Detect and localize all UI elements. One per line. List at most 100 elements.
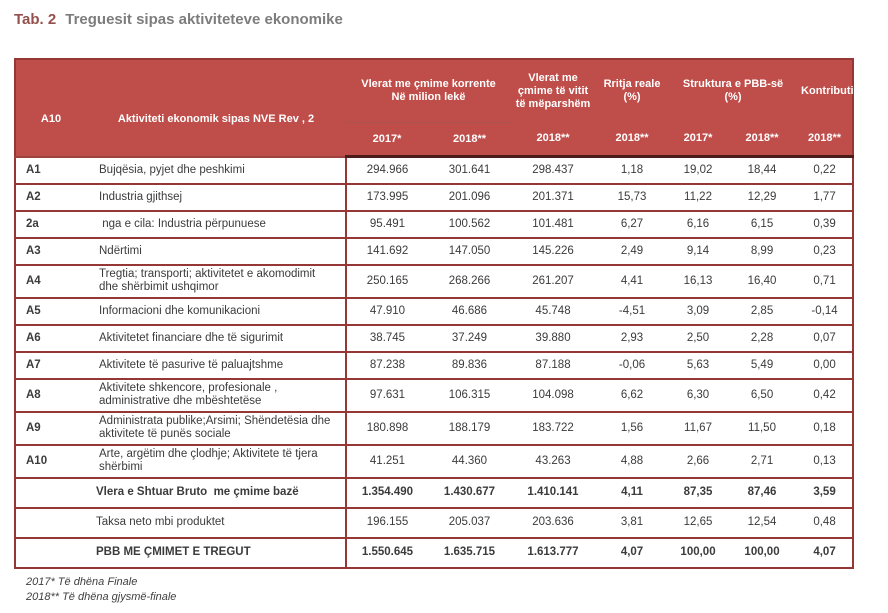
cell-value: 95.491	[345, 210, 428, 239]
summary-row: Vlera e Shtuar Bruto me çmime bazë 1.354.…	[15, 477, 854, 509]
cell-value: 6,30	[669, 378, 728, 413]
cell-value: 250.165	[345, 264, 428, 299]
cell-value: 173.995	[345, 183, 428, 212]
cell-activity: Aktivitetet financiare dhe të sigurimit	[86, 324, 346, 353]
table-row: A3 Ndërtimi 141.692 147.050 145.226 2,49 9,14 8…	[15, 237, 854, 266]
cell-value: 18,44	[727, 156, 798, 185]
cell-value: 5,63	[669, 351, 728, 380]
cell-value: 1.635.715	[428, 537, 512, 569]
cell-value: 8,99	[727, 237, 798, 266]
cell-value: 294.966	[345, 156, 428, 185]
table-title-text: Treguesit sipas aktiviteteve ekonomike	[65, 11, 343, 28]
header-year: 2018**	[727, 122, 798, 158]
cell-value: 203.636	[511, 507, 596, 539]
cell-code: A1	[15, 156, 86, 185]
header-year: 2018**	[797, 122, 854, 158]
cell-value: 261.207	[511, 264, 596, 299]
cell-value: 0,23	[797, 237, 854, 266]
cell-value: 2,28	[727, 324, 798, 353]
cell-value: 4,41	[595, 264, 670, 299]
table-row: A4 Tregtia; transporti; aktivitetet e ako…	[15, 264, 854, 299]
cell-value: 11,50	[727, 411, 798, 446]
header-group-contribution: Kontributi	[797, 59, 854, 123]
cell-value: 0,07	[797, 324, 854, 353]
cell-value: 15,73	[595, 183, 670, 212]
cell-value: 3,59	[797, 477, 854, 509]
cell-value: 9,14	[669, 237, 728, 266]
cell-activity: Administrata publike;Arsimi; Shëndetësia…	[86, 411, 346, 446]
cell-value: 16,13	[669, 264, 728, 299]
cell-value: 1,77	[797, 183, 854, 212]
summary-row: PBB ME ÇMIMET E TREGUT 1.550.645 1.635.715…	[15, 537, 854, 569]
cell-value: 44.360	[428, 444, 512, 479]
cell-value: 41.251	[345, 444, 428, 479]
cell-value: 4,07	[595, 537, 670, 569]
header-year: 2017*	[346, 122, 428, 158]
cell-value: 298.437	[511, 156, 596, 185]
cell-value: 6,50	[727, 378, 798, 413]
cell-value: 4,11	[595, 477, 670, 509]
footnote-2017: 2017* Të dhëna Finale	[26, 575, 138, 588]
cell-value: 0,48	[797, 507, 854, 539]
cell-activity: Aktivitete shkencore, profesionale , adm…	[86, 378, 346, 413]
cell-value: 196.155	[345, 507, 428, 539]
table-row: A8 Aktivitete shkencore, profesionale , a…	[15, 378, 854, 413]
cell-value: 11,67	[669, 411, 728, 446]
cell-value: 87.238	[345, 351, 428, 380]
cell-value: 87,46	[727, 477, 798, 509]
cell-value: 12,65	[669, 507, 728, 539]
table-row: A6 Aktivitetet financiare dhe të sigurimi…	[15, 324, 854, 353]
cell-value: 2,85	[727, 297, 798, 326]
cell-value: 101.481	[511, 210, 596, 239]
cell-value: 201.096	[428, 183, 512, 212]
cell-value: 2,93	[595, 324, 670, 353]
cell-code: A10	[15, 444, 86, 479]
footnote-2018: 2018** Të dhëna gjysmë-finale	[26, 590, 177, 603]
cell-value: 0,18	[797, 411, 854, 446]
cell-code: A2	[15, 183, 86, 212]
cell-value: 2,71	[727, 444, 798, 479]
cell-value: 4,07	[797, 537, 854, 569]
header-group-previous-year-prices: Vlerat me çmime të vitit të mëparshëm	[511, 59, 596, 123]
cell-code: A6	[15, 324, 86, 353]
cell-summary-label: Vlera e Shtuar Bruto me çmime bazë	[15, 477, 346, 509]
header-group-real-growth: Rritja reale (%)	[595, 59, 670, 123]
cell-value: -0,14	[797, 297, 854, 326]
table-header: A10 Aktiviteti ekonomik sipas NVE Rev , …	[15, 59, 854, 158]
cell-value: 205.037	[428, 507, 512, 539]
summary-row: Taksa neto mbi produktet 196.155 205.037 20…	[15, 507, 854, 539]
cell-value: 6,15	[727, 210, 798, 239]
cell-value: 12,54	[727, 507, 798, 539]
table-row: A9 Administrata publike;Arsimi; Shëndetës…	[15, 411, 854, 446]
table-row: A2 Industria gjithsej 173.995 201.096 201.37…	[15, 183, 854, 212]
cell-code: A3	[15, 237, 86, 266]
cell-code: A5	[15, 297, 86, 326]
cell-code: 2a	[15, 210, 86, 239]
cell-value: 104.098	[511, 378, 596, 413]
cell-activity: Ndërtimi	[86, 237, 346, 266]
cell-activity: Tregtia; transporti; aktivitetet e akomo…	[86, 264, 346, 299]
table-row: 2a nga e cila: Industria përpunuese 95.49…	[15, 210, 854, 239]
cell-activity: Arte, argëtim dhe çlodhje; Aktivitete të…	[86, 444, 346, 479]
cell-value: 2,49	[595, 237, 670, 266]
cell-value: 12,29	[727, 183, 798, 212]
cell-value: 0,42	[797, 378, 854, 413]
footnotes: 2017* Të dhëna Finale 2018** Të dhëna gj…	[26, 575, 854, 605]
cell-value: 0,71	[797, 264, 854, 299]
cell-value: 4,88	[595, 444, 670, 479]
cell-value: 268.266	[428, 264, 512, 299]
header-year: 2018**	[428, 122, 512, 158]
cell-code: A8	[15, 378, 86, 413]
cell-value: 145.226	[511, 237, 596, 266]
cell-value: 2,66	[669, 444, 728, 479]
economic-indicators-table-container: A10 Aktiviteti ekonomik sipas NVE Rev , …	[14, 58, 855, 605]
cell-activity: nga e cila: Industria përpunuese	[86, 210, 346, 239]
cell-value: 106.315	[428, 378, 512, 413]
cell-value: 0,00	[797, 351, 854, 380]
header-group-gdp-structure: Struktura e PBB-së (%)	[669, 59, 798, 123]
table-row: A5 Informacioni dhe komunikacioni 47.910 46…	[15, 297, 854, 326]
cell-value: 6,16	[669, 210, 728, 239]
cell-value: 1.410.141	[511, 477, 596, 509]
cell-value: 301.641	[428, 156, 512, 185]
cell-value: 1.550.645	[345, 537, 428, 569]
